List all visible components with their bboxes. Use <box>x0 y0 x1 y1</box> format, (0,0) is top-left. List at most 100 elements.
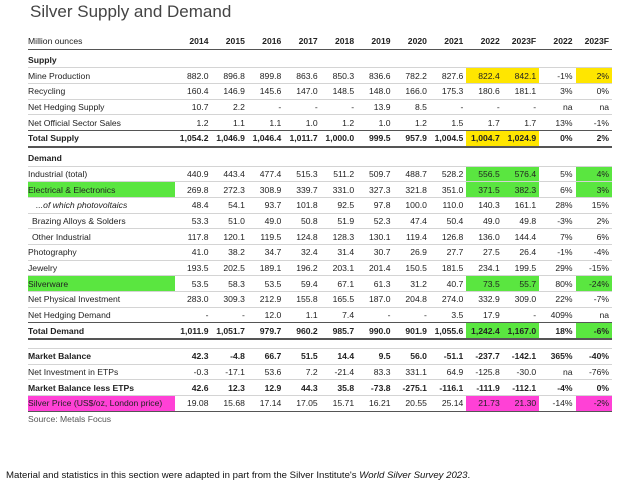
footnote-prefix: Material and statistics in this section … <box>6 470 360 481</box>
value-cell: 1.1 <box>284 306 321 323</box>
value-cell: 140.3 <box>466 196 503 214</box>
demand-row: Other Industrial 117.8 120.1 119.5 124.8 128.… <box>28 228 612 245</box>
value-cell: 49.8 <box>502 212 540 229</box>
value-cell: 509.7 <box>357 165 394 182</box>
value-cell: 25.14 <box>429 395 467 412</box>
value-cell: -111.9 <box>466 379 503 396</box>
value-cell: 556.5 <box>466 165 503 182</box>
year-header: 2022 <box>466 34 503 50</box>
value-cell: 5% <box>539 165 576 182</box>
value-cell: 882.0 <box>175 67 212 84</box>
value-cell: -125.8 <box>466 363 503 380</box>
value-cell: 50.8 <box>284 212 321 229</box>
value-cell: -275.1 <box>393 379 430 396</box>
demand-row: Photography 41.0 38.2 34.7 32.4 31.4 30.7 26.9 2… <box>28 243 612 261</box>
value-cell: 212.9 <box>247 291 285 308</box>
value-cell: 155.8 <box>284 291 321 308</box>
value-cell: 51.9 <box>320 212 358 229</box>
value-cell: 327.3 <box>357 181 394 198</box>
value-cell: 0% <box>539 130 576 148</box>
value-cell: 8.5 <box>393 98 430 115</box>
row-label: Net Hedging Demand <box>28 306 176 323</box>
value-cell: 19.08 <box>175 395 212 412</box>
value-cell: 193.5 <box>175 259 212 276</box>
value-cell: 93.7 <box>247 196 285 214</box>
value-cell: 201.4 <box>357 259 394 276</box>
value-cell: 1,000.0 <box>320 130 358 148</box>
value-cell: 2.2 <box>211 98 248 115</box>
value-cell: 269.8 <box>175 181 212 198</box>
value-cell: 10.7 <box>175 98 212 115</box>
row-label: Net Physical Investment <box>28 291 176 308</box>
value-cell: 126.8 <box>429 228 467 245</box>
value-cell: na <box>539 98 576 115</box>
value-cell: 41.0 <box>175 243 212 261</box>
value-cell: na <box>575 98 612 115</box>
value-cell: 1,167.0 <box>502 322 540 341</box>
value-cell: 15.71 <box>320 395 358 412</box>
value-cell: 38.2 <box>211 243 248 261</box>
value-cell: 9.5 <box>357 348 394 365</box>
value-cell: 29% <box>539 259 576 276</box>
value-cell: 12.0 <box>247 306 285 323</box>
value-cell: 15.68 <box>211 395 248 412</box>
value-cell: 515.3 <box>284 165 321 182</box>
value-cell: -76% <box>575 363 612 380</box>
value-cell: 309.3 <box>211 291 248 308</box>
value-cell: 901.9 <box>393 322 430 341</box>
value-cell: 66.7 <box>247 348 285 365</box>
value-cell: -51.1 <box>429 348 467 365</box>
value-cell: 274.0 <box>429 291 467 308</box>
value-cell: 308.9 <box>247 181 285 198</box>
value-cell: - <box>393 306 430 323</box>
value-cell: 130.1 <box>357 228 394 245</box>
value-cell: 203.1 <box>320 259 358 276</box>
year-header: 2015 <box>211 34 248 50</box>
value-cell: 351.0 <box>429 181 467 198</box>
value-cell: 80% <box>539 275 576 292</box>
supply-row: Net Official Sector Sales 1.2 1.1 1.1 1.0 1.2… <box>28 114 612 131</box>
value-cell: 51.5 <box>284 348 321 365</box>
value-cell: 979.7 <box>247 322 285 341</box>
value-cell: 15% <box>575 196 612 214</box>
value-cell: 1,051.7 <box>211 322 248 341</box>
value-cell: 187.0 <box>357 291 394 308</box>
value-cell: 21.73 <box>466 395 503 412</box>
value-cell: -1% <box>575 114 612 131</box>
source-row: Source: Metals Focus <box>28 410 612 427</box>
value-cell: 3% <box>575 181 612 198</box>
value-cell: 477.4 <box>247 165 285 182</box>
supply-row: Net Hedging Supply 10.7 2.2- - -13.9 8.5- - - na… <box>28 98 612 115</box>
year-header: 2021 <box>429 34 467 50</box>
value-cell: 365% <box>539 348 576 365</box>
value-cell: 371.5 <box>466 181 503 198</box>
value-cell: -21.4 <box>320 363 358 380</box>
row-label: Silverware <box>28 275 176 292</box>
value-cell: 44.3 <box>284 379 321 396</box>
row-label: Market Balance <box>28 348 176 365</box>
value-cell: 782.2 <box>393 67 430 84</box>
value-cell: 0% <box>575 83 612 100</box>
value-cell: - <box>320 98 358 115</box>
row-label: Photography <box>28 243 176 261</box>
value-cell: 49.0 <box>247 212 285 229</box>
value-cell: 53.3 <box>175 212 212 229</box>
value-cell: 50.4 <box>429 212 467 229</box>
value-cell: 332.9 <box>466 291 503 308</box>
value-cell: 136.0 <box>466 228 503 245</box>
value-cell: 1.2 <box>393 114 430 131</box>
year-header: 2022 <box>539 34 576 50</box>
value-cell: 27.5 <box>466 243 503 261</box>
demand-row: Industrial (total) 440.9 443.4 477.4 515.3 51… <box>28 165 612 182</box>
value-cell: - <box>429 98 467 115</box>
value-cell: 53.5 <box>247 275 285 292</box>
value-cell: 13% <box>539 114 576 131</box>
value-cell: 54.1 <box>211 196 248 214</box>
year-header: 2018 <box>320 34 358 50</box>
table-header-row: Million ounces 2014 2015 2016 2017 2018 2019 20… <box>28 34 612 50</box>
value-cell: 1,011.7 <box>284 130 321 148</box>
value-cell: 160.4 <box>175 83 212 100</box>
demand-row: Silverware 53.5 58.3 53.5 59.4 67.1 61.3 31.2 40… <box>28 275 612 292</box>
value-cell: 6% <box>539 181 576 198</box>
value-cell: 990.0 <box>357 322 394 341</box>
